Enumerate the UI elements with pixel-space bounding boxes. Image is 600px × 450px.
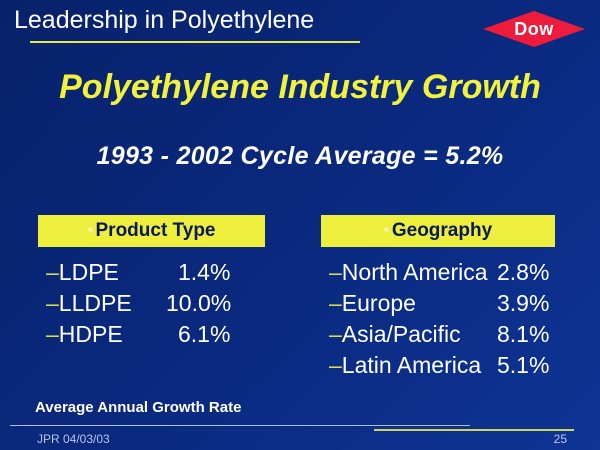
svg-text:Dow: Dow: [514, 19, 554, 39]
